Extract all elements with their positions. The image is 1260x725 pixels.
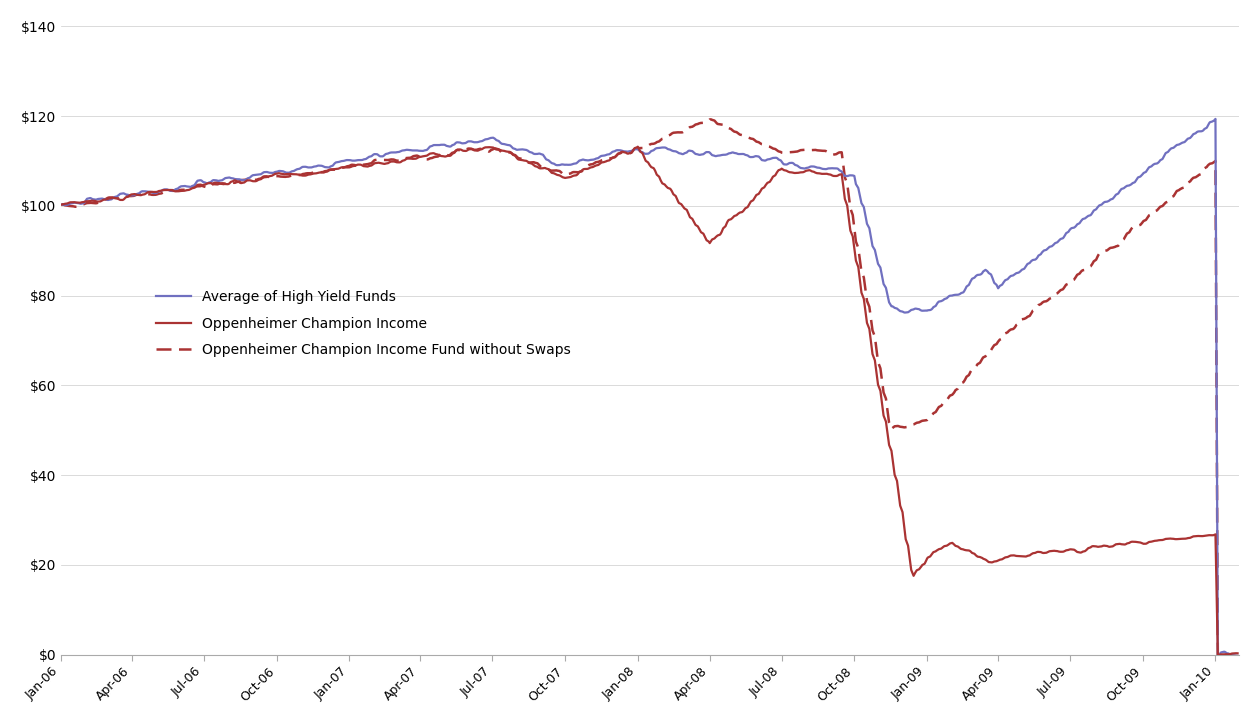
Line: Oppenheimer Champion Income Fund without Swaps: Oppenheimer Champion Income Fund without…: [62, 120, 1237, 658]
Line: Oppenheimer Champion Income: Oppenheimer Champion Income: [62, 146, 1237, 655]
Line: Average of High Yield Funds: Average of High Yield Funds: [62, 119, 1237, 657]
Legend: Average of High Yield Funds, Oppenheimer Champion Income, Oppenheimer Champion I: Average of High Yield Funds, Oppenheimer…: [150, 285, 576, 362]
